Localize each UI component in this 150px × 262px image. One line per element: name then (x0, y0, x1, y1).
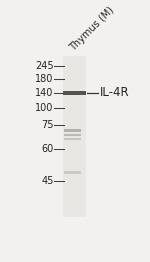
Bar (63, 171, 81, 174)
Text: 245: 245 (35, 61, 54, 71)
Text: 100: 100 (35, 103, 54, 113)
Bar (63, 138, 81, 140)
Text: 140: 140 (35, 88, 54, 98)
Bar (63, 56, 86, 217)
Text: 75: 75 (41, 120, 54, 130)
Text: 45: 45 (41, 176, 54, 186)
Text: 180: 180 (35, 74, 54, 84)
Bar (63, 91, 86, 95)
Bar (63, 129, 81, 132)
Text: 60: 60 (41, 144, 54, 155)
Text: IL-4R: IL-4R (100, 86, 129, 100)
Bar (63, 134, 81, 136)
Text: Thymus (M): Thymus (M) (68, 4, 116, 53)
